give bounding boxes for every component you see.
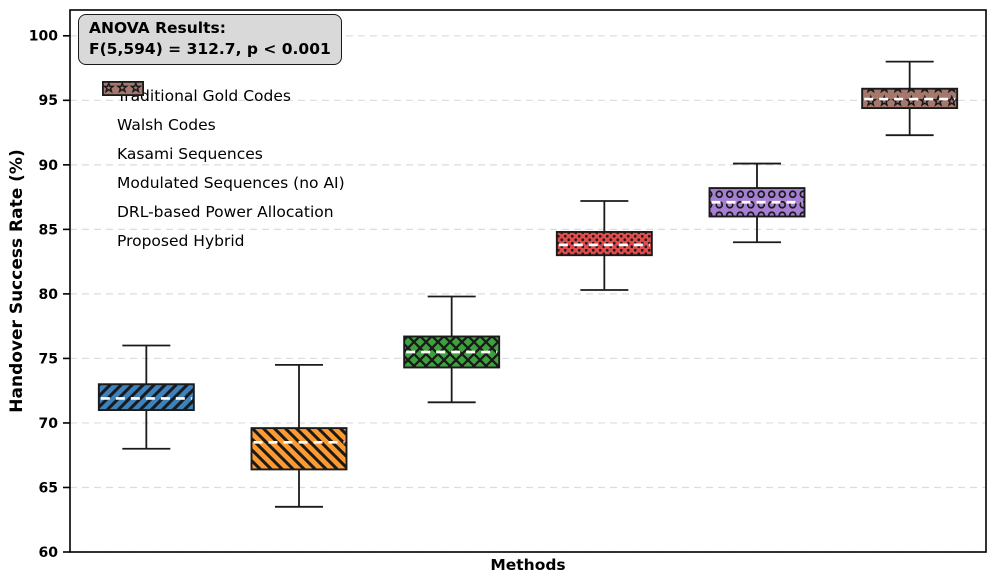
legend-swatch-stars-icon [102, 81, 144, 96]
anova-line1: ANOVA Results: [89, 19, 226, 37]
legend-item-proposed-hybrid: Proposed Hybrid [102, 81, 345, 255]
y-tick-label: 65 [39, 480, 58, 496]
y-tick-label: 100 [29, 29, 58, 45]
legend-item-modulated-sequences-no-ai: Modulated Sequences (no AI) [102, 81, 345, 197]
box-kasami-sequences [403, 295, 501, 404]
legend-label: Proposed Hybrid [117, 231, 245, 250]
box-modulated-sequences-no-ai [555, 200, 653, 291]
legend-label: Kasami Sequences [117, 144, 263, 163]
y-axis-ticks: 60 65 70 75 80 85 90 95 100 [29, 29, 70, 561]
y-tick-label: 85 [39, 222, 58, 238]
anova-annotation-box: ANOVA Results: F(5,594) = 312.7, p < 0.0… [78, 14, 342, 65]
legend-label: Modulated Sequences (no AI) [117, 173, 345, 192]
y-tick-label: 90 [39, 158, 59, 174]
legend: Traditional Gold Codes Walsh Codes Kasami … [102, 81, 345, 255]
box-proposed-hybrid [861, 60, 959, 137]
box-walsh-codes [250, 363, 348, 508]
legend-item-drl-based-power-allocation: DRL-based Power Allocation [102, 81, 345, 226]
axes-spines [69, 9, 987, 553]
x-axis-label: Methods [490, 556, 566, 574]
legend-item-walsh-codes: Walsh Codes [102, 81, 345, 139]
y-tick-label: 75 [39, 351, 58, 367]
box-drl-based-power-allocation [708, 162, 806, 244]
y-tick-label: 95 [39, 93, 58, 109]
legend-item-kasami-sequences: Kasami Sequences [102, 81, 345, 168]
y-tick-label: 80 [39, 287, 59, 303]
legend-label: Walsh Codes [117, 115, 216, 134]
y-tick-label: 70 [39, 416, 59, 432]
legend-label: Traditional Gold Codes [117, 86, 291, 105]
legend-label: DRL-based Power Allocation [117, 202, 334, 221]
box-traditional-gold-codes [97, 344, 195, 450]
anova-line2: F(5,594) = 312.7, p < 0.001 [89, 39, 331, 58]
boxes [97, 60, 959, 508]
y-axis-label: Handover Success Rate (%) [7, 149, 27, 413]
y-tick-label: 60 [39, 545, 59, 561]
